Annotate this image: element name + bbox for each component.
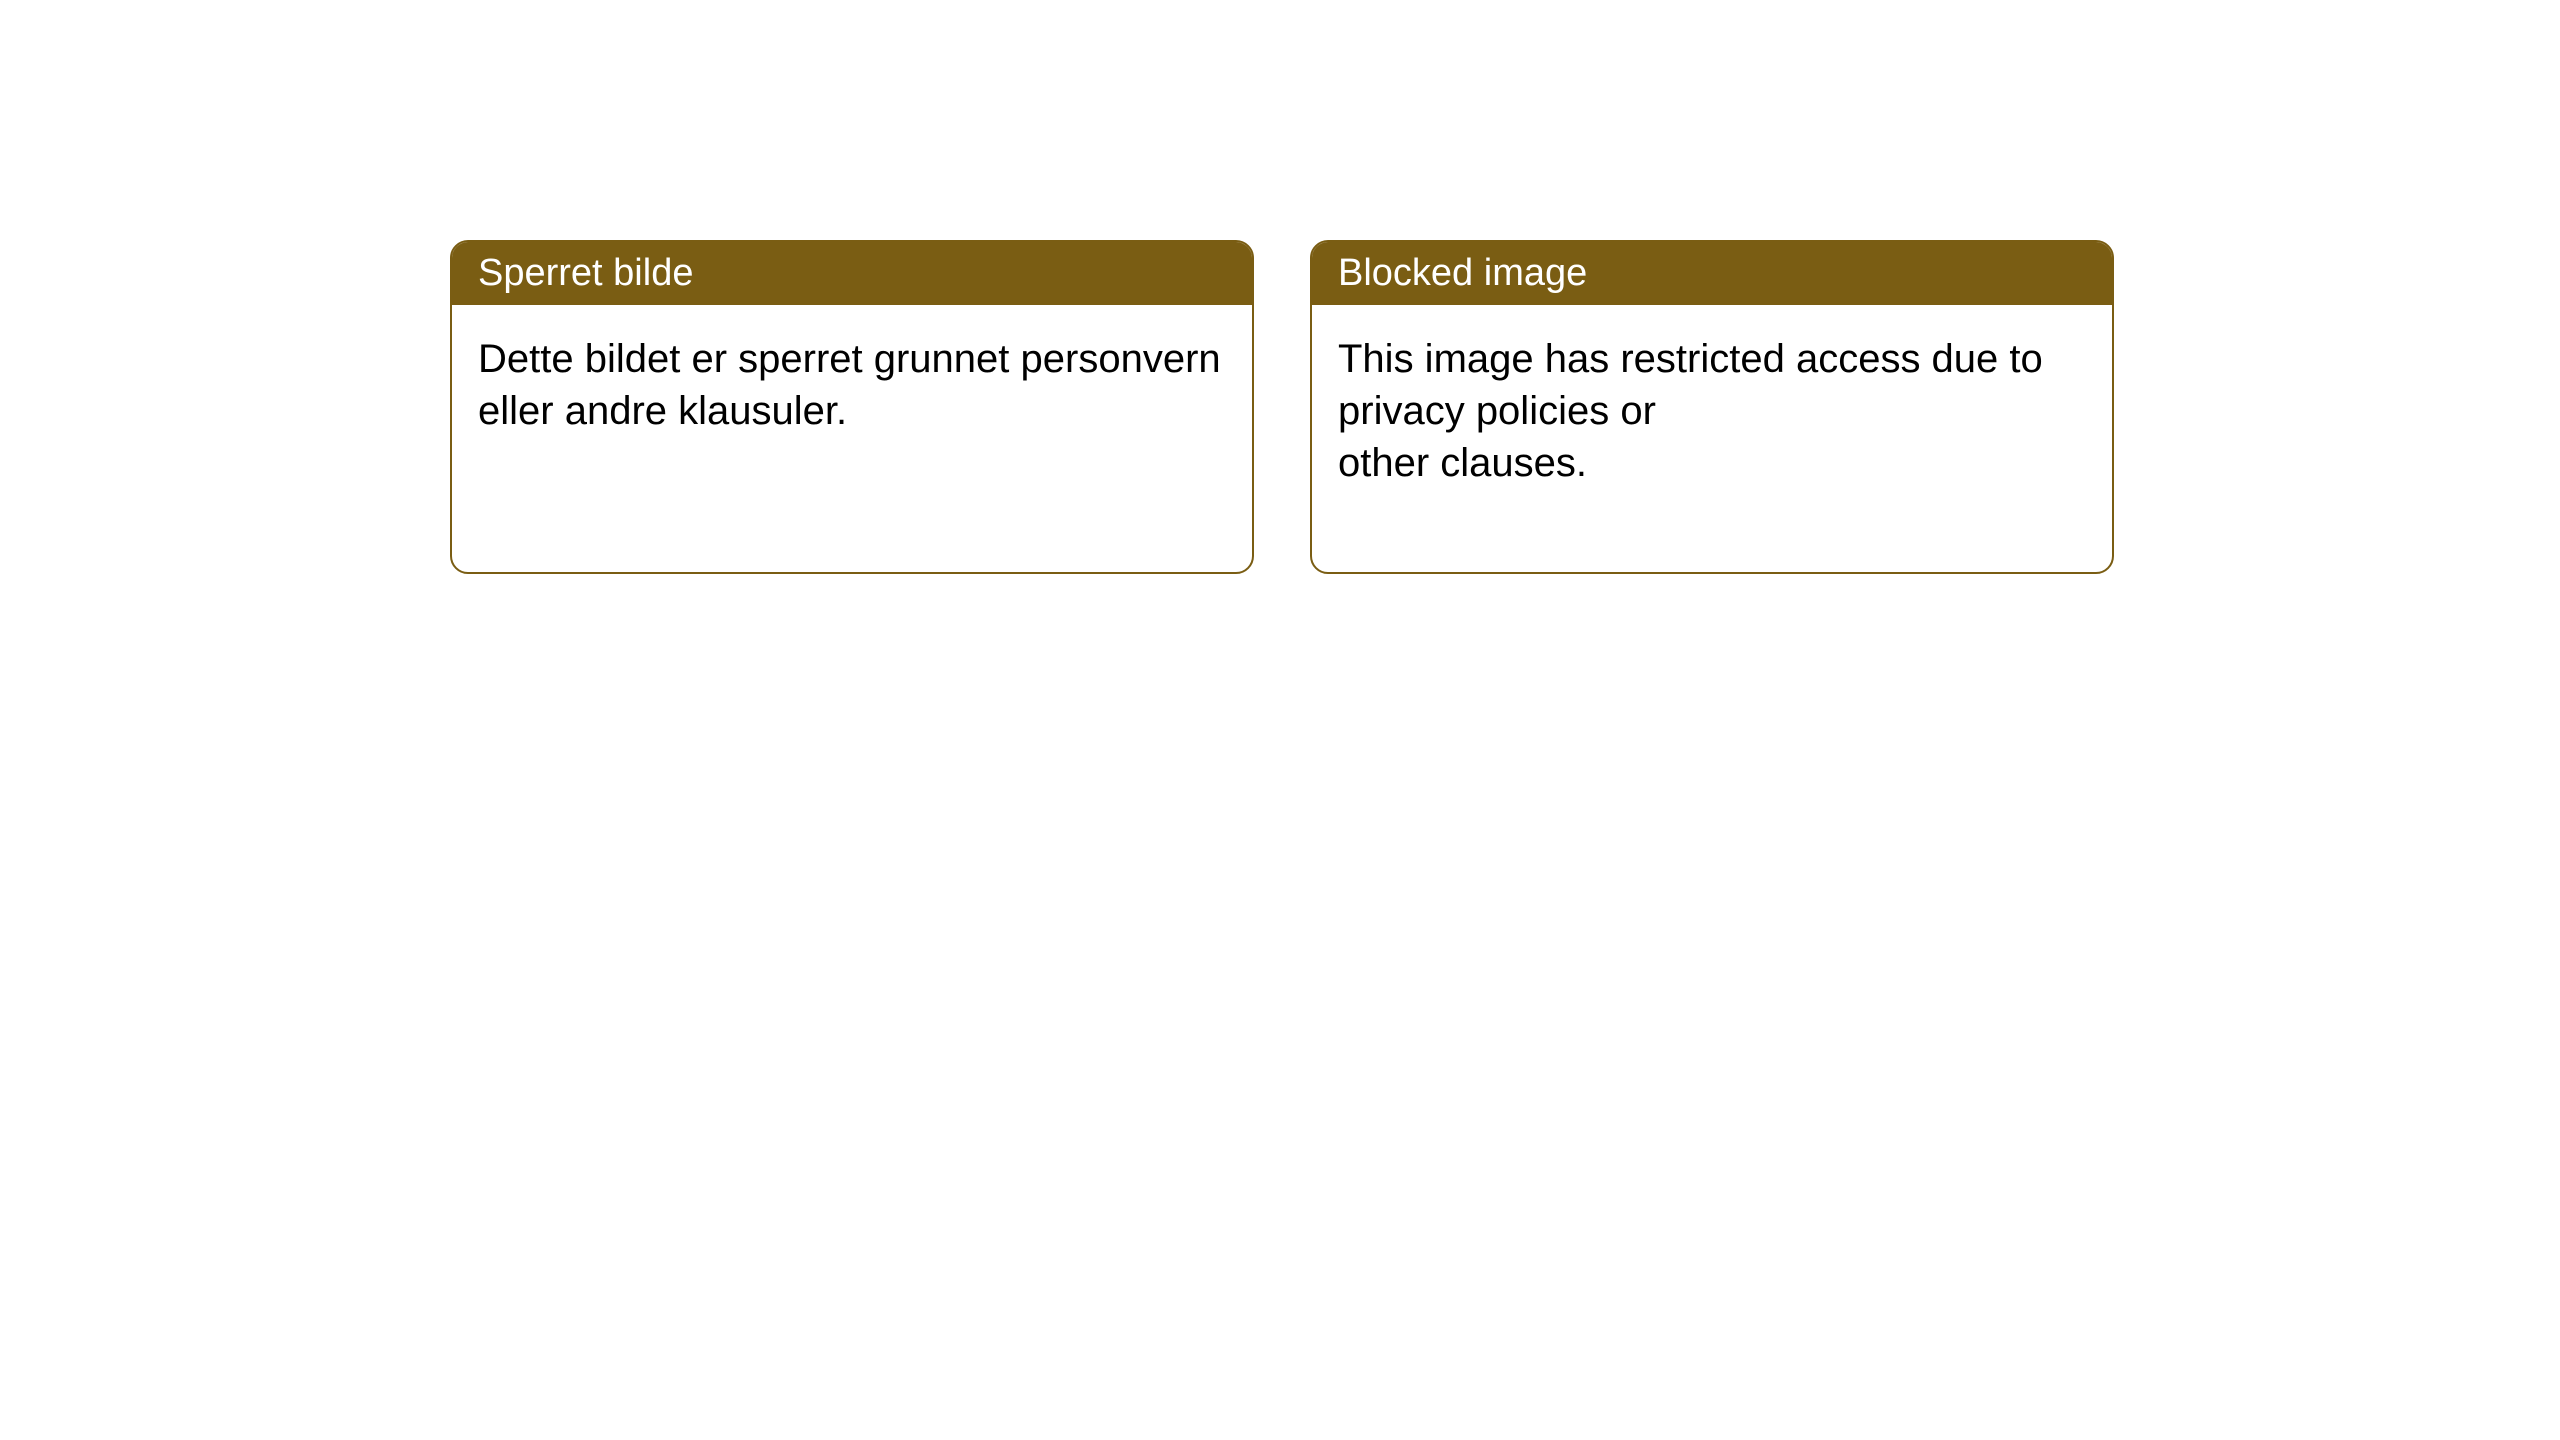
notice-body: This image has restricted access due to … [1312,305,2112,517]
notice-container: Sperret bilde Dette bildet er sperret gr… [0,0,2560,574]
notice-header: Blocked image [1312,242,2112,305]
notice-header: Sperret bilde [452,242,1252,305]
notice-body: Dette bildet er sperret grunnet personve… [452,305,1252,465]
notice-box-english: Blocked image This image has restricted … [1310,240,2114,574]
notice-box-norwegian: Sperret bilde Dette bildet er sperret gr… [450,240,1254,574]
